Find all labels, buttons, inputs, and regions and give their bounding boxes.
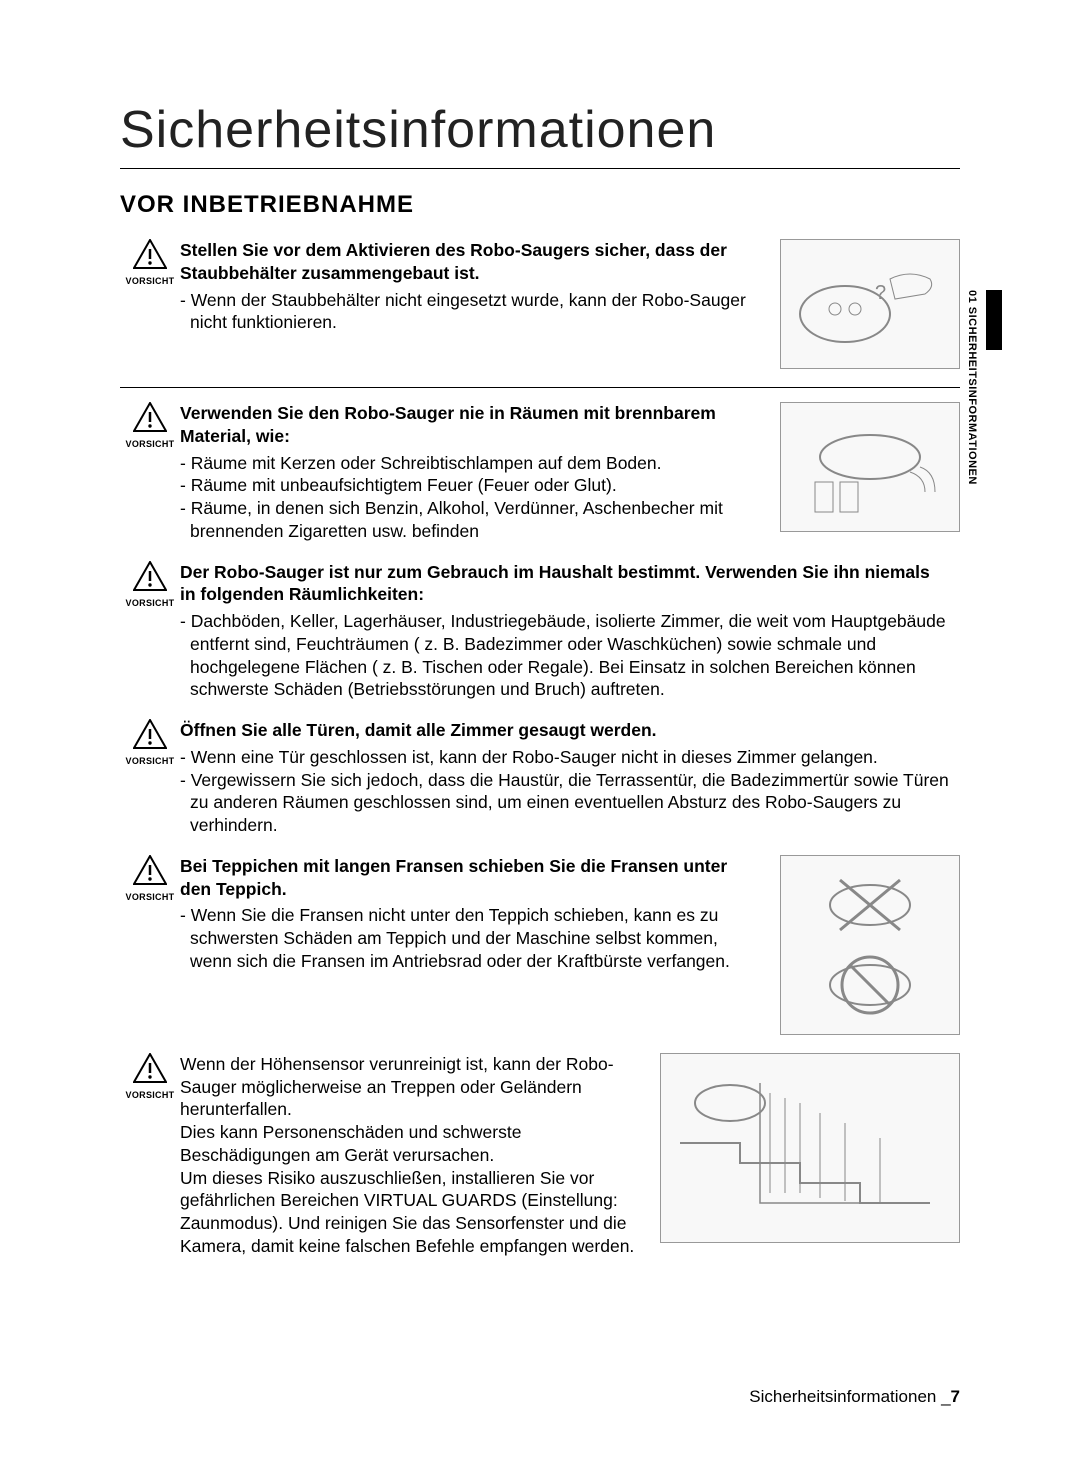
warning-body-line: - Wenn eine Tür geschlossen ist, kann de… xyxy=(180,746,950,769)
warning-label: VORSICHT xyxy=(120,598,180,608)
warning-body: - Wenn der Staubbehälter nicht eingesetz… xyxy=(180,289,760,335)
side-tab-text: 01 SICHERHEITSINFORMATIONEN xyxy=(966,290,978,485)
warning-body-line: - Räume, in denen sich Benzin, Alkohol, … xyxy=(180,497,760,543)
warning-label: VORSICHT xyxy=(120,439,180,449)
warning-heading: Stellen Sie vor dem Aktivieren des Robo-… xyxy=(180,239,760,285)
warning-body: - Dachböden, Keller, Lagerhäuser, Indust… xyxy=(180,610,950,701)
section-title: VOR INBETRIEBNAHME xyxy=(120,191,960,219)
footer-page-number: 7 xyxy=(951,1387,960,1406)
illustration-placeholder: ? xyxy=(780,239,960,369)
warning-block: VORSICHT Der Robo-Sauger ist nur zum Geb… xyxy=(120,561,960,702)
warning-content: Verwenden Sie den Robo-Sauger nie in Räu… xyxy=(180,402,770,543)
warning-content: Stellen Sie vor dem Aktivieren des Robo-… xyxy=(180,239,770,334)
warning-icon-column: VORSICHT xyxy=(120,561,180,702)
caution-icon xyxy=(133,239,167,269)
warning-icon-column: VORSICHT xyxy=(120,402,180,449)
caution-icon xyxy=(133,855,167,885)
warning-body-line: - Vergewissern Sie sich jedoch, dass die… xyxy=(180,769,950,837)
warning-label: VORSICHT xyxy=(120,756,180,766)
warning-content: Der Robo-Sauger ist nur zum Gebrauch im … xyxy=(180,561,960,702)
illustration-placeholder xyxy=(780,855,960,1035)
side-tab-marker xyxy=(986,290,1002,350)
svg-text:?: ? xyxy=(875,282,886,304)
warning-block: VORSICHT Stellen Sie vor dem Aktivieren … xyxy=(120,239,960,369)
warning-block: VORSICHT Verwenden Sie den Robo-Sauger n… xyxy=(120,402,960,543)
warning-body: - Räume mit Kerzen oder Schreibtischlamp… xyxy=(180,452,760,543)
warning-content: Öffnen Sie alle Türen, damit alle Zimmer… xyxy=(180,719,960,837)
page-footer: Sicherheitsinformationen _7 xyxy=(749,1387,960,1407)
warning-body-line: - Räume mit Kerzen oder Schreibtischlamp… xyxy=(180,452,760,475)
warning-block: VORSICHT Öffnen Sie alle Türen, damit al… xyxy=(120,719,960,837)
warning-heading: Verwenden Sie den Robo-Sauger nie in Räu… xyxy=(180,402,760,448)
warning-label: VORSICHT xyxy=(120,1090,180,1100)
divider xyxy=(120,387,960,388)
warning-body-line: - Dachböden, Keller, Lagerhäuser, Indust… xyxy=(180,610,950,701)
caution-icon xyxy=(133,719,167,749)
warning-icon-column: VORSICHT xyxy=(120,239,180,286)
warning-content: Wenn der Höhensensor verunreinigt ist, k… xyxy=(180,1053,650,1258)
side-tab: 01 SICHERHEITSINFORMATIONEN xyxy=(962,290,1002,560)
main-title: Sicherheitsinformationen xyxy=(120,100,960,169)
caution-icon xyxy=(133,402,167,432)
warning-label: VORSICHT xyxy=(120,276,180,286)
warning-icon-column: VORSICHT xyxy=(120,855,180,902)
warning-body: - Wenn Sie die Fransen nicht unter den T… xyxy=(180,904,760,972)
warning-label: VORSICHT xyxy=(120,892,180,902)
caution-icon xyxy=(133,561,167,591)
document-page: Sicherheitsinformationen VOR INBETRIEBNA… xyxy=(0,0,1080,1336)
warning-block: VORSICHT Wenn der Höhensensor verunreini… xyxy=(120,1053,960,1258)
warning-heading: Öffnen Sie alle Türen, damit alle Zimmer… xyxy=(180,719,950,742)
warning-content: Bei Teppichen mit langen Fransen schiebe… xyxy=(180,855,770,973)
warning-heading: Bei Teppichen mit langen Fransen schiebe… xyxy=(180,855,760,901)
caution-icon xyxy=(133,1053,167,1083)
illustration-placeholder xyxy=(660,1053,960,1243)
warning-icon-column: VORSICHT xyxy=(120,1053,180,1100)
warning-body-line: - Wenn der Staubbehälter nicht eingesetz… xyxy=(180,289,760,335)
warning-icon-column: VORSICHT xyxy=(120,719,180,837)
warning-body-line: - Wenn Sie die Fransen nicht unter den T… xyxy=(180,904,760,972)
illustration-placeholder xyxy=(780,402,960,532)
warning-heading: Der Robo-Sauger ist nur zum Gebrauch im … xyxy=(180,561,950,607)
warning-body: Wenn der Höhensensor verunreinigt ist, k… xyxy=(180,1053,640,1258)
warning-body-line: - Räume mit unbeaufsichtigtem Feuer (Feu… xyxy=(180,474,760,497)
warning-block: VORSICHT Bei Teppichen mit langen Franse… xyxy=(120,855,960,1035)
warning-body: - Wenn eine Tür geschlossen ist, kann de… xyxy=(180,746,950,837)
footer-text: Sicherheitsinformationen _ xyxy=(749,1387,950,1406)
